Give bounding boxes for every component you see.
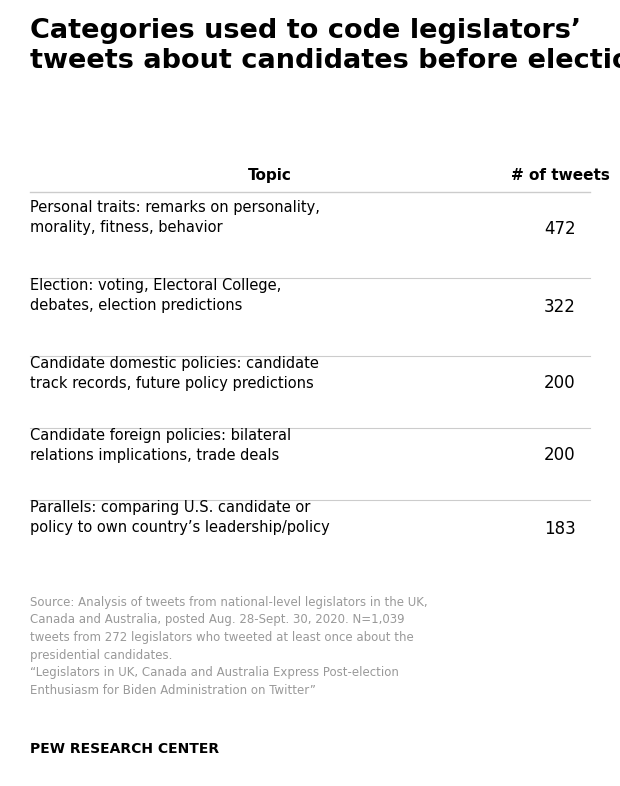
Text: 183: 183 — [544, 520, 576, 538]
Text: Categories used to code legislators’
tweets about candidates before election: Categories used to code legislators’ twe… — [30, 18, 620, 74]
Text: Source: Analysis of tweets from national-level legislators in the UK,
Canada and: Source: Analysis of tweets from national… — [30, 596, 428, 696]
Text: Personal traits: remarks on personality,
morality, fitness, behavior: Personal traits: remarks on personality,… — [30, 200, 320, 235]
Text: 200: 200 — [544, 446, 576, 464]
Text: Election: voting, Electoral College,
debates, election predictions: Election: voting, Electoral College, deb… — [30, 278, 281, 314]
Text: Parallels: comparing U.S. candidate or
policy to own country’s leadership/policy: Parallels: comparing U.S. candidate or p… — [30, 500, 330, 535]
Text: Candidate foreign policies: bilateral
relations implications, trade deals: Candidate foreign policies: bilateral re… — [30, 428, 291, 464]
Text: 200: 200 — [544, 374, 576, 392]
Text: PEW RESEARCH CENTER: PEW RESEARCH CENTER — [30, 742, 219, 756]
Text: 322: 322 — [544, 297, 576, 315]
Text: Candidate domestic policies: candidate
track records, future policy predictions: Candidate domestic policies: candidate t… — [30, 356, 319, 391]
Text: 472: 472 — [544, 219, 576, 237]
Text: Topic: Topic — [248, 168, 292, 183]
Text: # of tweets: # of tweets — [510, 168, 609, 183]
